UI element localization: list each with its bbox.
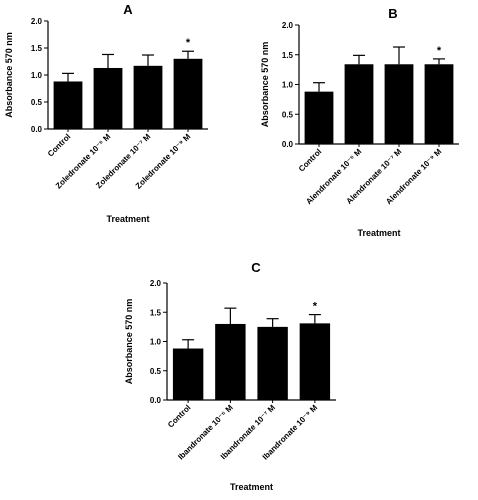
y-tick-label: 0.0 (150, 396, 162, 405)
panel-label: A (123, 2, 133, 17)
y-tick-label: 2.0 (282, 21, 294, 30)
y-tick-label: 2.0 (150, 279, 162, 288)
significance-marker: * (313, 301, 318, 313)
y-tick-label: 1.0 (31, 71, 43, 80)
panel-label: C (251, 260, 261, 275)
chart-panel-b: B 0.0 0.5 1.0 1.5 2.0 Absorbance 570 nm Control… (260, 6, 459, 238)
y-tick-label: 1.0 (150, 338, 162, 347)
category-label: Control (297, 147, 323, 173)
y-axis-label: Absorbance 570 nm (260, 42, 270, 128)
bar-1 (53, 81, 83, 129)
y-tick-label: 1.0 (282, 81, 294, 90)
y-axis-label: Absorbance 570 nm (4, 32, 14, 118)
bar-2 (93, 67, 123, 129)
bar-3 (384, 64, 414, 144)
y-axis-label: Absorbance 570 nm (124, 299, 134, 385)
y-tick-label: 0.0 (282, 140, 294, 149)
y-tick-label: 1.5 (150, 308, 162, 317)
bar-1 (172, 348, 204, 400)
y-tick-label: 1.5 (282, 51, 294, 60)
chart-panel-a: A 0.0 0.5 1.0 1.5 2.0 Absorbance 570 nm Control… (4, 2, 208, 224)
y-tick-label: 0.5 (282, 110, 294, 119)
panel-label: B (388, 6, 397, 21)
bar-2 (344, 64, 374, 144)
x-axis-label: Treatment (357, 228, 400, 238)
category-label: Control (46, 132, 72, 158)
bar-3 (257, 326, 288, 400)
y-tick-label: 0.5 (31, 98, 43, 107)
x-axis-label: Treatment (106, 214, 149, 224)
y-tick-label: 0.0 (31, 125, 43, 134)
bar-1 (304, 91, 334, 144)
bar-4 (299, 323, 331, 400)
chart-panel-c: C 0.0 0.5 1.0 1.5 2.0 Absorbance 570 nm Control… (124, 260, 336, 492)
y-tick-label: 0.5 (150, 367, 162, 376)
y-tick-label: 1.5 (31, 44, 43, 53)
bar-3 (133, 65, 163, 129)
bar-4 (173, 58, 203, 129)
bar-4 (424, 64, 454, 144)
significance-marker: * (437, 45, 442, 57)
bar-2 (215, 323, 246, 400)
y-tick-label: 2.0 (31, 17, 43, 26)
x-axis-label: Treatment (230, 482, 273, 492)
significance-marker: * (186, 37, 191, 49)
category-label: Control (166, 403, 192, 429)
